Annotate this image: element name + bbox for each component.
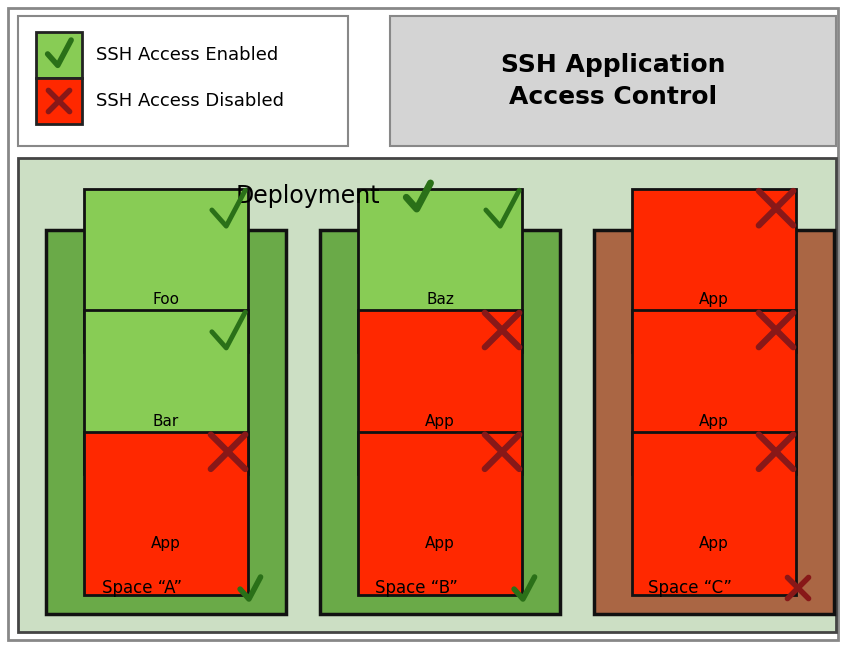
FancyBboxPatch shape: [36, 32, 82, 78]
Text: SSH Application
Access Control: SSH Application Access Control: [501, 53, 725, 109]
Text: App: App: [699, 292, 729, 307]
Text: App: App: [699, 536, 729, 551]
FancyBboxPatch shape: [46, 230, 286, 614]
FancyBboxPatch shape: [36, 78, 82, 124]
Text: Baz: Baz: [426, 292, 454, 307]
Text: App: App: [425, 536, 455, 551]
FancyBboxPatch shape: [320, 230, 560, 614]
FancyBboxPatch shape: [390, 16, 836, 146]
Text: SSH Access Enabled: SSH Access Enabled: [96, 46, 279, 64]
Text: SSH Access Disabled: SSH Access Disabled: [96, 92, 284, 110]
Text: App: App: [425, 414, 455, 429]
FancyBboxPatch shape: [633, 189, 795, 352]
Text: Bar: Bar: [152, 414, 179, 429]
FancyBboxPatch shape: [18, 16, 348, 146]
FancyBboxPatch shape: [358, 189, 522, 352]
FancyBboxPatch shape: [358, 310, 522, 474]
Text: App: App: [699, 414, 729, 429]
Text: Space “B”: Space “B”: [374, 579, 457, 597]
FancyBboxPatch shape: [8, 8, 838, 640]
Text: Foo: Foo: [152, 292, 180, 307]
FancyBboxPatch shape: [18, 158, 836, 632]
FancyBboxPatch shape: [358, 432, 522, 596]
FancyBboxPatch shape: [633, 310, 795, 474]
Text: App: App: [151, 536, 181, 551]
FancyBboxPatch shape: [85, 310, 247, 474]
Text: Space “C”: Space “C”: [648, 579, 732, 597]
FancyBboxPatch shape: [85, 432, 247, 596]
FancyBboxPatch shape: [85, 189, 247, 352]
Text: Deployment: Deployment: [235, 184, 380, 208]
Text: Space “A”: Space “A”: [102, 579, 182, 597]
FancyBboxPatch shape: [594, 230, 834, 614]
FancyBboxPatch shape: [633, 432, 795, 596]
